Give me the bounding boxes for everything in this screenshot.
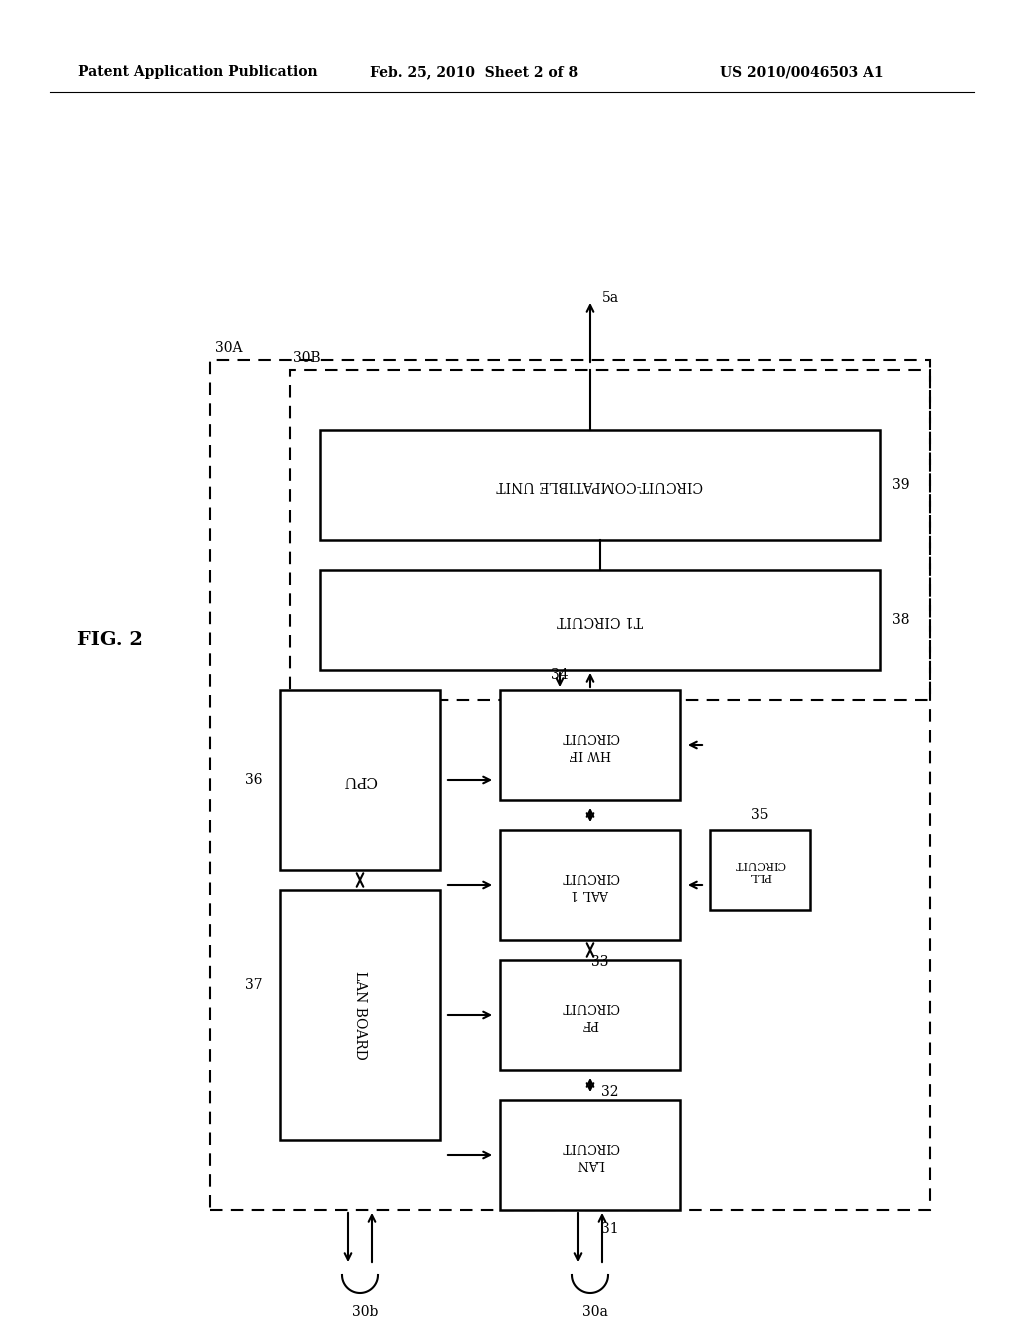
Text: US 2010/0046503 A1: US 2010/0046503 A1: [720, 65, 884, 79]
Text: LAN BOARD: LAN BOARD: [353, 970, 367, 1060]
Text: 39: 39: [892, 478, 909, 492]
Text: 30B: 30B: [293, 351, 321, 366]
Text: HW IF
CIRCUIT: HW IF CIRCUIT: [561, 730, 618, 760]
Text: PF
CIRCUIT: PF CIRCUIT: [561, 1001, 618, 1030]
Text: T1 CIRCUIT: T1 CIRCUIT: [557, 612, 643, 627]
Text: 34: 34: [551, 668, 568, 682]
Text: 30b: 30b: [352, 1305, 378, 1319]
Text: 35: 35: [752, 808, 769, 822]
Text: 5a: 5a: [602, 290, 620, 305]
Text: FIG. 2: FIG. 2: [77, 631, 143, 649]
Text: 33: 33: [591, 954, 608, 969]
Text: 31: 31: [601, 1222, 618, 1236]
Text: Patent Application Publication: Patent Application Publication: [78, 65, 317, 79]
Text: 32: 32: [601, 1085, 618, 1100]
Text: CIRCUIT-COMPATIBLE UNIT: CIRCUIT-COMPATIBLE UNIT: [497, 478, 703, 492]
Bar: [290, 370, 930, 700]
Text: 38: 38: [892, 612, 909, 627]
Bar: [319, 570, 880, 671]
Text: PLL
CIRCUIT: PLL CIRCUIT: [734, 859, 785, 880]
Bar: [500, 690, 680, 800]
Bar: [500, 1100, 680, 1210]
Text: 30a: 30a: [582, 1305, 608, 1319]
Text: AAL 1
CIRCUIT: AAL 1 CIRCUIT: [561, 870, 618, 900]
Text: 30A: 30A: [215, 341, 243, 355]
Text: LAN
CIRCUIT: LAN CIRCUIT: [561, 1140, 618, 1170]
Bar: [280, 890, 440, 1140]
Text: Feb. 25, 2010  Sheet 2 of 8: Feb. 25, 2010 Sheet 2 of 8: [370, 65, 579, 79]
Text: 36: 36: [245, 774, 262, 787]
Bar: [710, 830, 810, 909]
Text: 37: 37: [245, 978, 262, 993]
Text: CPU: CPU: [343, 774, 377, 787]
Bar: [500, 960, 680, 1071]
Bar: [280, 690, 440, 870]
Bar: [210, 360, 930, 1210]
Bar: [319, 430, 880, 540]
Bar: [500, 830, 680, 940]
